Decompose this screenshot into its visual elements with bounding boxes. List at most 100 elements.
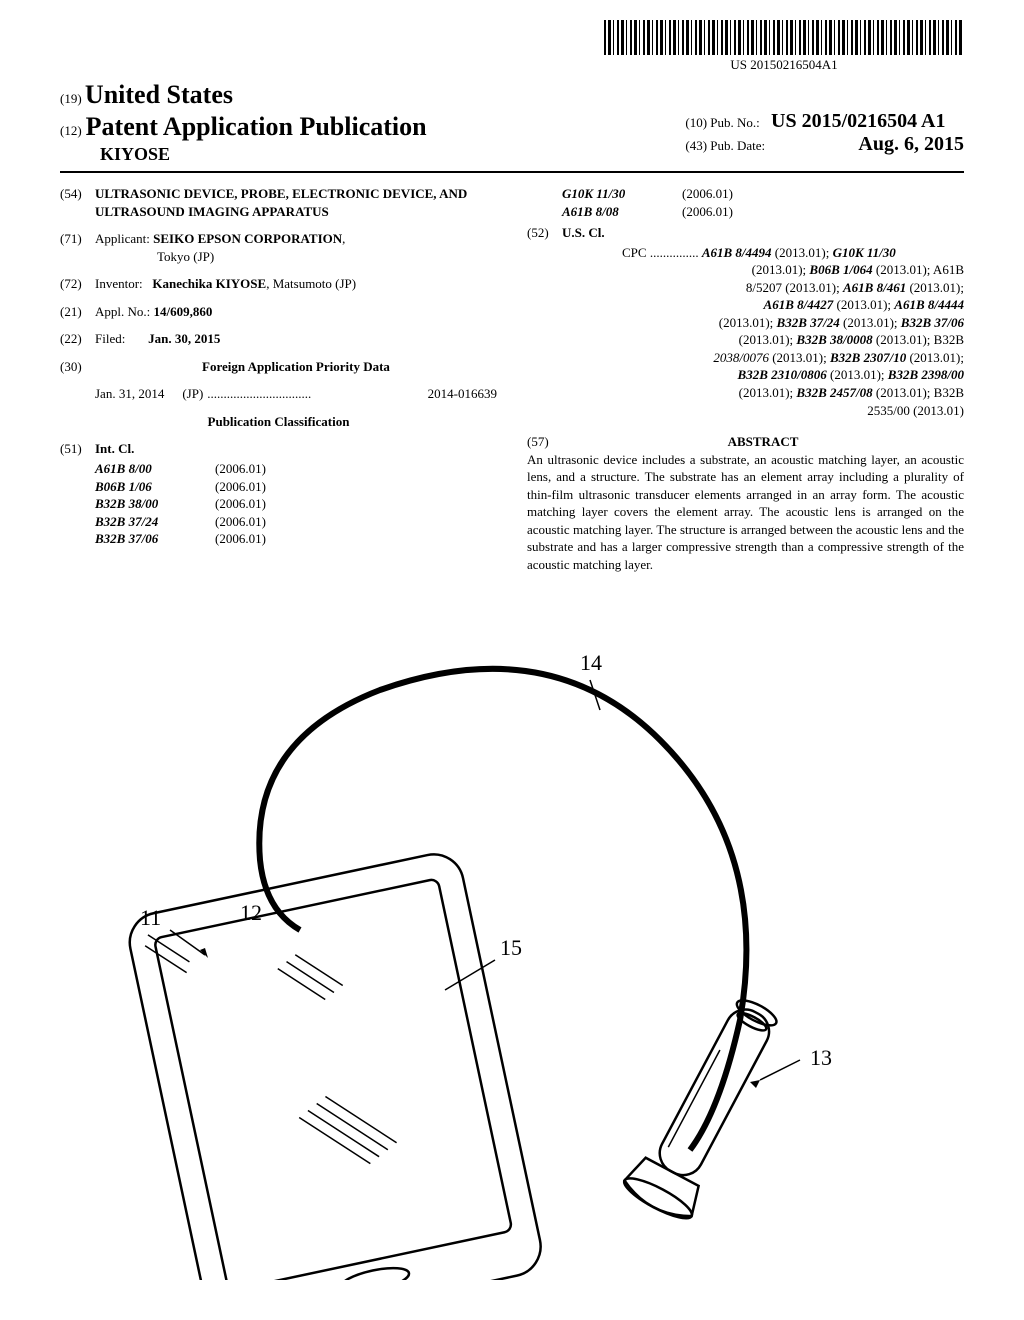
doc-kind: Patent Application Publication (86, 112, 427, 142)
intcl-row: A61B 8/00(2006.01) (95, 460, 497, 478)
field-51: (51) Int. Cl. (60, 440, 497, 458)
field-72: (72) Inventor: Kanechika KIYOSE, Matsumo… (60, 275, 497, 293)
hdr-num-19: (19) (60, 91, 82, 106)
applicant-block: Applicant: SEIKO EPSON CORPORATION, Toky… (95, 230, 345, 265)
cpc-prefix: CPC ............... (622, 245, 699, 260)
cpc-block: CPC ............... A61B 8/4494 (2013.01… (562, 244, 964, 419)
inventor-name: Kanechika KIYOSE (152, 276, 266, 291)
intcl-ver: (2006.01) (215, 478, 266, 496)
cpc-rest: (2013.01); B06B 1/064 (2013.01); A61B8/5… (622, 261, 964, 419)
pub-date-value: Aug. 6, 2015 (858, 133, 964, 155)
pub-date-line: (43) Pub. Date: Aug. 6, 2015 (685, 133, 964, 156)
intcl-row: B32B 38/00(2006.01) (95, 495, 497, 513)
abstract-text: An ultrasonic device includes a substrat… (527, 451, 964, 574)
num-52: (52) (527, 224, 562, 242)
inventor-loc: , Matsumoto (JP) (266, 276, 356, 291)
intcl-code: B06B 1/06 (95, 478, 215, 496)
intcl-ver: (2006.01) (215, 495, 266, 513)
num-51: (51) (60, 440, 95, 458)
cpc-line: (2013.01); B32B 2457/08 (2013.01); B32B (622, 384, 964, 402)
field-22: (22) Filed: Jan. 30, 2015 (60, 330, 497, 348)
intcl-row: B06B 1/06(2006.01) (95, 478, 497, 496)
inventor-block: Inventor: Kanechika KIYOSE, Matsumoto (J… (95, 275, 356, 293)
intcl-list: A61B 8/00(2006.01)B06B 1/06(2006.01)B32B… (95, 460, 497, 548)
filed-block: Filed: Jan. 30, 2015 (95, 330, 220, 348)
barcode (604, 20, 964, 55)
appl-no-block: Appl. No.: 14/609,860 (95, 303, 212, 321)
filed-label: Filed: (95, 331, 125, 346)
inventor-label: Inventor: (95, 276, 143, 291)
fig-label-12: 12 (240, 900, 262, 926)
uscl-label: U.S. Cl. (562, 225, 605, 240)
intcl-ver: (2006.01) (682, 203, 733, 221)
filed-value: Jan. 30, 2015 (148, 331, 220, 346)
num-71: (71) (60, 230, 95, 265)
intcl-code: G10K 11/30 (562, 185, 682, 203)
country: United States (85, 80, 233, 109)
hdr-num-10: (10) (685, 115, 707, 130)
num-57: (57) (527, 433, 562, 451)
cpc-line: B32B 2310/0806 (2013.01); B32B 2398/00 (622, 366, 964, 384)
applicant-name: SEIKO EPSON CORPORATION (153, 231, 342, 246)
intcl-ver: (2006.01) (215, 513, 266, 531)
intcl-code: B32B 37/24 (95, 513, 215, 531)
intcl-row: G10K 11/30(2006.01) (562, 185, 964, 203)
barcode-text: US 20150216504A1 (604, 57, 964, 73)
hdr-num-12: (12) (60, 123, 82, 139)
intcl-row: A61B 8/08(2006.01) (562, 203, 964, 221)
applno-label: Appl. No.: (95, 304, 150, 319)
header-line1: (19) United States (60, 80, 964, 110)
field-30: (30) Foreign Application Priority Data (60, 358, 497, 376)
intcl-row: B32B 37/06(2006.01) (95, 530, 497, 548)
intcl-code: A61B 8/08 (562, 203, 682, 221)
field-57: (57) ABSTRACT (527, 433, 964, 451)
invention-title: ULTRASONIC DEVICE, PROBE, ELECTRONIC DEV… (95, 185, 497, 220)
hdr-num-43: (43) (685, 138, 707, 153)
pubclass-header: Publication Classification (60, 413, 497, 431)
intcl-code: A61B 8/00 (95, 460, 215, 478)
cpc-line: A61B 8/4427 (2013.01); A61B 8/4444 (622, 296, 964, 314)
intcl-row: B32B 37/24(2006.01) (95, 513, 497, 531)
cpc-line: (2013.01); B06B 1/064 (2013.01); A61B (622, 261, 964, 279)
intcl-ver: (2006.01) (215, 460, 266, 478)
intcl-code: B32B 37/06 (95, 530, 215, 548)
num-54: (54) (60, 185, 95, 220)
patent-figure: 11 12 13 14 15 (100, 620, 920, 1280)
cpc-line: 8/5207 (2013.01); A61B 8/461 (2013.01); (622, 279, 964, 297)
field-52: (52) U.S. Cl. (527, 224, 964, 242)
cpc-first-line: CPC ............... A61B 8/4494 (2013.01… (622, 244, 964, 262)
fig-label-14: 14 (580, 650, 602, 676)
abstract-label: ABSTRACT (728, 434, 799, 449)
pub-no-line: (10) Pub. No.: US 2015/0216504 A1 (685, 110, 964, 133)
cpc-first: A61B 8/4494 (2013.01); G10K 11/30 (702, 245, 896, 260)
right-column: G10K 11/30(2006.01)A61B 8/08(2006.01) (5… (527, 185, 964, 573)
intcl-code: B32B 38/00 (95, 495, 215, 513)
pub-no-label: Pub. No.: (710, 115, 759, 130)
priority-cc: (JP) (182, 385, 203, 403)
priority-dots: ................................ (207, 385, 423, 403)
intcl-label: Int. Cl. (95, 441, 134, 456)
pub-no-value: US 2015/0216504 A1 (771, 110, 945, 132)
applicant-loc: Tokyo (JP) (157, 249, 214, 264)
fig-label-13: 13 (810, 1045, 832, 1071)
header-right: (10) Pub. No.: US 2015/0216504 A1 (43) P… (685, 110, 964, 156)
applicant-label: Applicant: (95, 231, 150, 246)
header: (19) United States (12) Patent Applicati… (60, 80, 964, 165)
num-22: (22) (60, 330, 95, 348)
num-21: (21) (60, 303, 95, 321)
fig-label-11: 11 (140, 905, 161, 931)
cpc-line: (2013.01); B32B 38/0008 (2013.01); B32B (622, 331, 964, 349)
intcl-ver: (2006.01) (682, 185, 733, 203)
priority-label: Foreign Application Priority Data (202, 359, 390, 374)
pub-date-label: Pub. Date: (710, 138, 765, 153)
left-column: (54) ULTRASONIC DEVICE, PROBE, ELECTRONI… (60, 185, 497, 573)
barcode-block: US 20150216504A1 (604, 20, 964, 73)
field-71: (71) Applicant: SEIKO EPSON CORPORATION,… (60, 230, 497, 265)
fig-label-15: 15 (500, 935, 522, 961)
applno-value: 14/609,860 (154, 304, 213, 319)
num-30: (30) (60, 358, 95, 376)
biblio-columns: (54) ULTRASONIC DEVICE, PROBE, ELECTRONI… (60, 185, 964, 573)
priority-no: 2014-016639 (428, 385, 497, 403)
patent-page: US 20150216504A1 (19) United States (12)… (0, 0, 1024, 1320)
field-54: (54) ULTRASONIC DEVICE, PROBE, ELECTRONI… (60, 185, 497, 220)
